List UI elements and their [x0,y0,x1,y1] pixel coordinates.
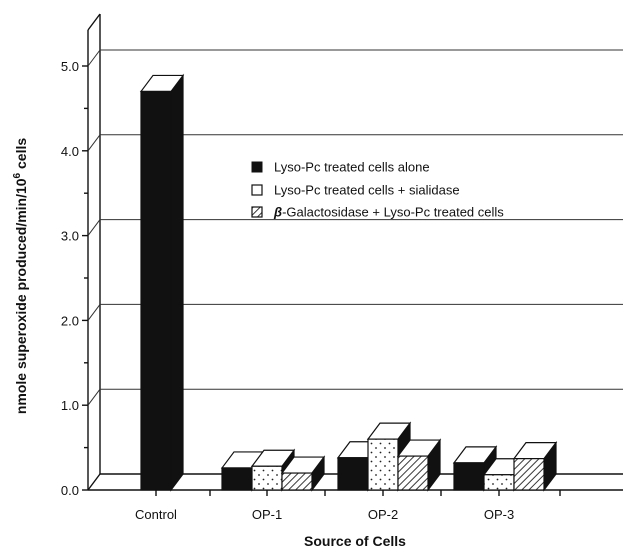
x-axis-label: Source of Cells [304,533,406,549]
legend-label-series-3-text: -Galactosidase + Lyso-Pc treated cells [282,205,504,220]
legend-label-series-3: β-Galactosidase + Lyso-Pc treated cells [273,205,504,220]
legend-entry-series-2: Lyso-Pc treated cells + sialidase [251,183,460,198]
gridline-depth [87,219,101,236]
bar-side-face [170,73,184,492]
bar-front-face [337,457,369,491]
bar-front-face [453,462,485,491]
top-depth-edge [87,13,101,31]
y-tick-label: 4.0 [61,144,79,159]
bar-front-face [140,90,172,491]
gridline-depth [87,134,101,152]
bar-front-face [483,474,515,491]
bar-3-op-3 [512,440,558,492]
legend-label-series-1: Lyso-Pc treated cells alone [274,160,430,175]
x-tick-label: OP-3 [484,507,514,522]
legend-swatch-series-2 [251,184,263,196]
bar-front-face [251,465,283,491]
bar-front-face [397,455,429,491]
y-axis-label: nmole superoxide produced/min/106 cells [12,138,29,415]
gridline-depth [87,304,101,321]
bar-1-control [139,73,185,492]
gridline-depth [87,388,101,406]
legend: Lyso-Pc treated cells alone Lyso-Pc trea… [251,160,504,220]
legend-label-series-2: Lyso-Pc treated cells + sialidase [274,183,460,198]
y-tick-label: 1.0 [61,398,79,413]
y-axis-label-main: nmole superoxide produced/min/10 [13,178,29,414]
bar-front-face [513,458,545,491]
legend-entry-series-1: Lyso-Pc treated cells alone [251,160,430,175]
x-tick-label: Control [135,507,177,522]
legend-swatch-series-1 [251,161,263,173]
y-tick-label: 3.0 [61,229,79,244]
x-tick-label: OP-1 [252,507,282,522]
y-tick-label: 2.0 [61,313,79,328]
bars [139,73,558,492]
bar-3-op-1 [280,455,326,492]
y-axis-label-suffix: cells [13,138,29,173]
x-axis-ticks: Control OP-1 OP-2 OP-3 [135,490,561,522]
gridlines [87,49,623,406]
legend-beta-symbol: β [273,205,282,220]
bar-front-face [221,467,253,491]
legend-swatch-series-3 [251,206,263,218]
y-axis-ticks: 0.0 1.0 2.0 3.0 4.0 5.0 [61,59,88,498]
legend-entry-series-3: β-Galactosidase + Lyso-Pc treated cells [251,205,504,220]
x-tick-label: OP-2 [368,507,398,522]
y-axis-label-superscript: 6 [12,172,23,178]
bar-3-op-2 [396,438,442,492]
gridline-depth [87,49,101,67]
y-tick-label: 0.0 [61,483,79,498]
bar-front-face [367,438,399,491]
bar-front-face [281,472,313,491]
y-tick-label: 5.0 [61,59,79,74]
floor-depth-edge [87,473,101,491]
